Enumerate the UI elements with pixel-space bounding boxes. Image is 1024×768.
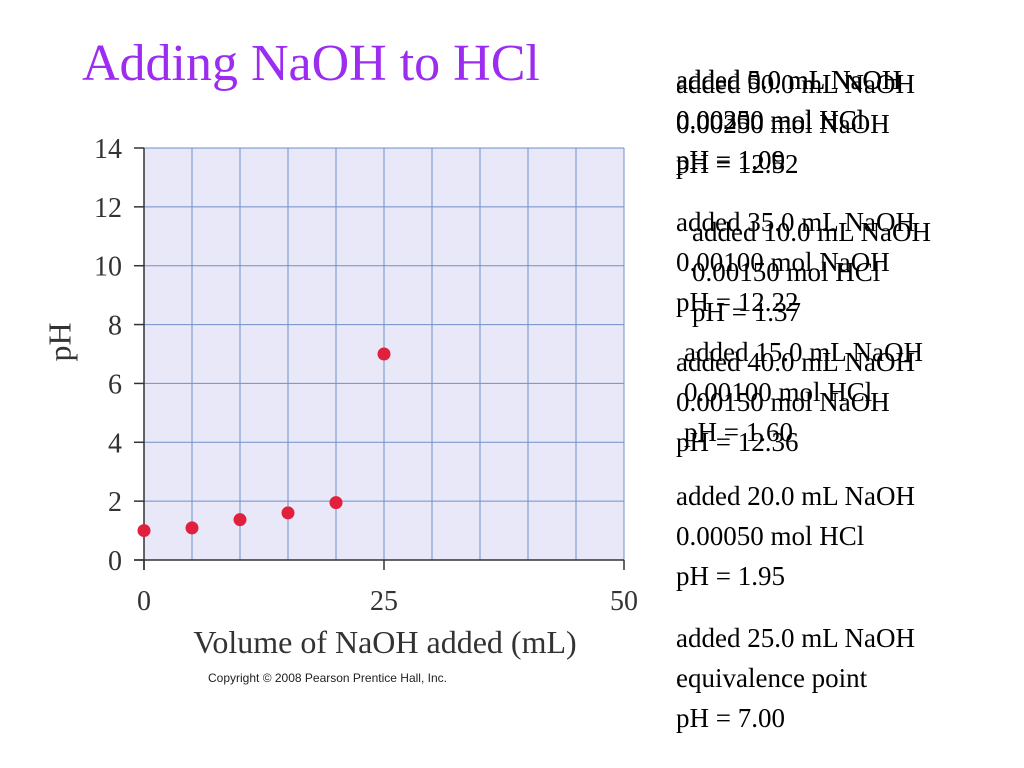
annotation-line: pH = 12.22 (676, 287, 799, 317)
annotation-line: added 10.0 mL NaOH (692, 217, 931, 247)
annotation-block: added 40.0 mL NaOH 0.00150 mol NaOH pH =… (676, 342, 915, 462)
annotation-block: added 15.0 mL NaOH 0.00100 mol HCl pH = … (684, 332, 923, 452)
annotation-line: 0.00100 mol NaOH (676, 247, 890, 277)
y-tick-label: 6 (108, 369, 122, 400)
annotation-line: pH = 1.00 (676, 145, 785, 175)
slide-title: Adding NaOH to HCl (82, 35, 540, 92)
annotation-line: added 15.0 mL NaOH (684, 337, 923, 367)
y-tick-label: 4 (108, 428, 122, 459)
annotation-line: 0.00050 mol HCl (676, 521, 865, 551)
data-point (281, 506, 295, 520)
data-point (329, 496, 343, 510)
annotation-block: added 5.0 mL NaOH 0.00250 mol HCl pH = 1… (676, 60, 901, 180)
y-tick-label: 8 (108, 311, 122, 342)
annotation-line: added 40.0 mL NaOH (676, 347, 915, 377)
annotation-block: added 20.0 mL NaOH 0.00050 mol HCl pH = … (676, 476, 915, 596)
annotation-line: pH = 7.00 (676, 703, 785, 733)
annotation-block: added 0.0 mL NaOH 0.00300 mol HCl pH = 1… (676, 60, 901, 180)
annotation-line: pH = 12.36 (676, 427, 799, 457)
data-point (233, 513, 247, 527)
annotation-line: 0.00150 mol HCl (692, 257, 881, 287)
y-axis-label: pH (41, 322, 78, 362)
annotation-line: 0.00300 mol HCl (676, 105, 865, 135)
annotation-line: 0.00100 mol HCl (684, 377, 873, 407)
annotation-line: 0.00250 mol NaOH (676, 109, 890, 139)
x-tick-label: 0 (137, 586, 151, 617)
annotation-line: added 25.0 mL NaOH (676, 623, 915, 653)
annotation-block: added 10.0 mL NaOH 0.00150 mol HCl pH = … (692, 212, 931, 332)
annotation-line: added 50.0 mL NaOH (676, 69, 915, 99)
annotation-line: pH = 12.52 (676, 149, 799, 179)
annotation-line: 0.00150 mol NaOH (676, 387, 890, 417)
y-tick-label: 0 (108, 546, 122, 577)
annotation-line: added 5.0 mL NaOH (676, 65, 902, 95)
y-tick-label: 14 (94, 134, 122, 165)
y-tick-label: 12 (94, 193, 122, 224)
x-tick-label: 50 (610, 586, 638, 617)
annotation-line: added 20.0 mL NaOH (676, 481, 915, 511)
data-point (185, 521, 199, 535)
annotation-line: added 35.0 mL NaOH (676, 207, 915, 237)
annotation-line: 0.00250 mol HCl (676, 105, 865, 135)
annotation-block: added 50.0 mL NaOH 0.00250 mol NaOH pH =… (676, 64, 915, 184)
data-point (137, 524, 151, 538)
x-tick-label: 25 (370, 586, 398, 617)
annotation-line: pH = 1.95 (676, 561, 785, 591)
annotation-line: pH = 1.37 (692, 297, 801, 327)
annotation-block: added 25.0 mL NaOH equivalence point pH … (676, 618, 915, 738)
annotation-block: added 35.0 mL NaOH 0.00100 mol NaOH pH =… (676, 202, 915, 322)
copyright-notice: Copyright © 2008 Pearson Prentice Hall, … (208, 671, 447, 685)
y-tick-label: 2 (108, 487, 122, 518)
data-point (377, 347, 391, 361)
annotation-line: pH = 1.09 (676, 145, 785, 175)
y-tick-label: 10 (94, 252, 122, 283)
annotation-line: equivalence point (676, 663, 868, 693)
annotation-line: pH = 1.60 (684, 417, 793, 447)
annotation-line: added 0.0 mL NaOH (676, 65, 902, 95)
x-axis-label: Volume of NaOH added (mL) (193, 624, 577, 660)
